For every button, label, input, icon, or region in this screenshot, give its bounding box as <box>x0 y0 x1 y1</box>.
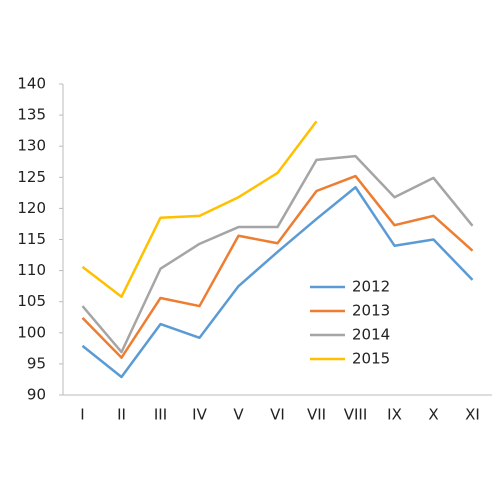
series-line <box>81 120 318 298</box>
y-tick-label: 95 <box>27 354 46 372</box>
y-tick-label: 105 <box>17 292 46 310</box>
y-tick-label: 125 <box>17 168 46 186</box>
x-tick-label: IV <box>192 406 207 424</box>
series-line <box>81 154 474 354</box>
legend-label: 2013 <box>352 302 390 320</box>
y-tick-label: 115 <box>17 230 46 248</box>
legend-label: 2014 <box>352 326 390 344</box>
series-line <box>81 174 474 359</box>
x-tick-label: VIII <box>344 406 368 424</box>
x-tick-label: VII <box>307 406 326 424</box>
legend-label: 2012 <box>352 278 390 296</box>
y-tick-label: 135 <box>17 106 46 124</box>
y-tick-label: 90 <box>27 386 46 404</box>
x-tick-label: III <box>154 406 167 424</box>
x-tick-label: I <box>80 406 84 424</box>
x-tick-label: IX <box>387 406 402 424</box>
x-tick-label: II <box>117 406 126 424</box>
x-tick-label: XI <box>465 406 480 424</box>
y-tick-label: 110 <box>17 261 46 279</box>
y-tick-label: 140 <box>17 75 46 93</box>
y-tick-label: 100 <box>17 323 46 341</box>
series-line <box>81 186 474 379</box>
y-tick-label: 120 <box>17 199 46 217</box>
x-tick-label: X <box>428 406 438 424</box>
y-tick-label: 130 <box>17 137 46 155</box>
x-tick-label: VI <box>270 406 285 424</box>
legend-label: 2015 <box>352 350 390 368</box>
x-tick-label: V <box>233 406 244 424</box>
